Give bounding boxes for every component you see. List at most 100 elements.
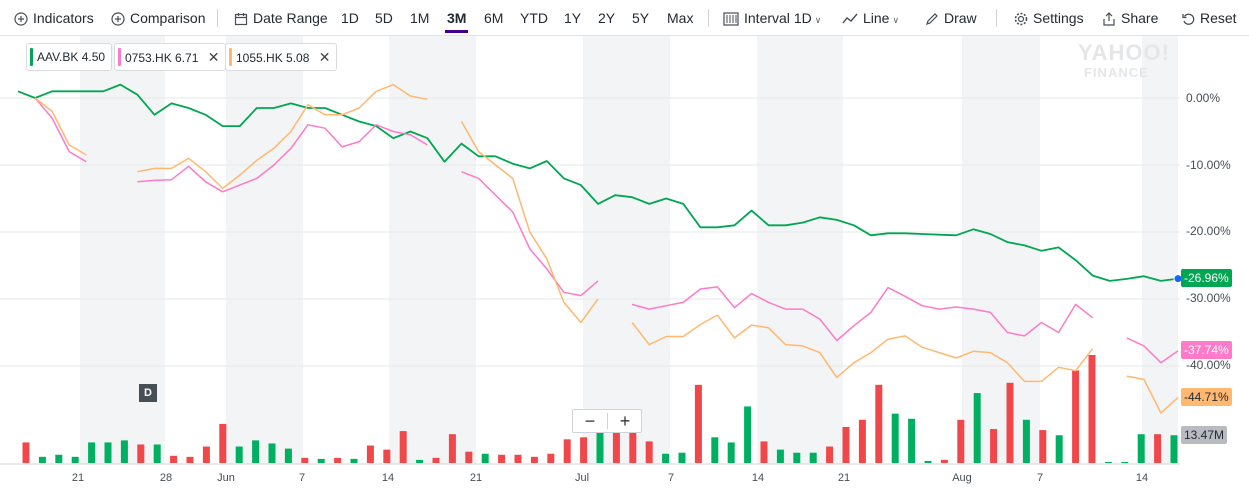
volume-bar: [776, 449, 784, 463]
x-tick-label: 7: [667, 472, 675, 484]
range-1y[interactable]: 1Y: [564, 10, 582, 26]
volume-bar: [22, 442, 30, 463]
comparison-chart[interactable]: [0, 36, 1249, 466]
volume-bar: [514, 454, 522, 463]
legend-value: 5.08: [286, 51, 310, 65]
volume-bar: [1088, 355, 1096, 463]
series-color-swatch: [118, 48, 121, 66]
legend-symbol: AAV.BK: [37, 50, 79, 64]
chart-type-label: Line: [863, 10, 890, 26]
volume-bar: [711, 437, 719, 463]
volume-bar: [760, 441, 768, 463]
volume-bar: [104, 442, 112, 463]
x-tick-label: 7: [298, 472, 306, 484]
remove-series-close-icon[interactable]: ✕: [207, 49, 220, 65]
date-range-button[interactable]: Date Range: [234, 0, 328, 36]
volume-bar: [530, 456, 538, 463]
zoom-out-button[interactable]: −: [584, 411, 596, 431]
y-tick-label: -30.00%: [1186, 291, 1231, 305]
volume-bar: [793, 452, 801, 463]
volume-bar: [727, 442, 735, 463]
volume-bar: [301, 457, 309, 463]
plus-circle-icon: [111, 12, 125, 26]
volume-bar: [1137, 434, 1145, 463]
chart-toolbar: Indicators Comparison Date Range 1D 5D 1…: [0, 0, 1249, 36]
volume-bars: [22, 355, 1178, 463]
share-label: Share: [1121, 10, 1159, 26]
week-band: [757, 36, 843, 464]
last-value-badge-0753: -37.74%: [1181, 341, 1232, 359]
range-3m[interactable]: 3M: [444, 0, 469, 36]
volume-bar: [678, 452, 686, 463]
volume-bar: [1121, 461, 1129, 463]
x-tick-label: 21: [837, 472, 851, 484]
week-band: [389, 36, 476, 464]
volume-bar: [645, 441, 653, 463]
x-tick-label: 21: [71, 472, 85, 484]
draw-button[interactable]: Draw: [925, 0, 977, 36]
range-5y[interactable]: 5Y: [632, 10, 650, 26]
indicators-button[interactable]: Indicators: [14, 0, 94, 36]
legend-chip-0753[interactable]: 0753.HK 6.71 ✕: [114, 43, 227, 71]
week-band: [226, 36, 303, 464]
settings-button[interactable]: Settings: [1014, 0, 1084, 36]
range-ytd[interactable]: YTD: [520, 10, 548, 26]
x-tick-label: 14: [381, 472, 395, 484]
week-band: [583, 36, 670, 464]
range-2y[interactable]: 2Y: [598, 10, 616, 26]
series-color-swatch: [229, 48, 232, 66]
range-1m[interactable]: 1M: [410, 10, 430, 26]
dividends-marker-button[interactable]: D: [139, 384, 157, 402]
volume-bar: [957, 419, 965, 463]
volume-bar: [596, 431, 604, 463]
chart-type-dropdown[interactable]: Line ∨: [842, 0, 899, 36]
share-button[interactable]: Share: [1102, 0, 1158, 36]
x-tick-label: 28: [159, 472, 173, 484]
series-color-swatch: [30, 48, 33, 66]
volume-bar: [629, 430, 637, 463]
last-value-badge-1055: -44.71%: [1181, 388, 1232, 406]
volume-bar: [1104, 461, 1112, 463]
volume-bar: [153, 444, 161, 463]
series-line-AAV.BK: [17, 83, 1179, 282]
volume-bar: [809, 452, 817, 463]
volume-badge: 13.47M: [1181, 426, 1228, 444]
zoom-in-button[interactable]: +: [619, 411, 631, 431]
volume-bar: [448, 434, 456, 463]
last-value-badge-aav: -26.96%: [1181, 269, 1232, 287]
remove-series-close-icon[interactable]: ✕: [318, 49, 331, 65]
volume-bar: [334, 457, 342, 463]
volume-bar: [186, 456, 194, 463]
volume-bar: [744, 406, 752, 463]
volume-bar: [399, 431, 407, 463]
series-lines: [17, 83, 1179, 414]
volume-bar: [547, 453, 555, 463]
chevron-down-icon: ∨: [892, 15, 900, 25]
volume-bar: [1154, 434, 1162, 463]
volume-bar: [202, 446, 210, 463]
legend-chip-aav[interactable]: AAV.BK 4.50: [26, 43, 113, 71]
volume-bar: [170, 455, 178, 463]
y-tick-label: -10.00%: [1186, 158, 1231, 172]
range-1d[interactable]: 1D: [341, 10, 359, 26]
x-tick-label: Aug: [952, 472, 972, 484]
volume-bar: [38, 456, 46, 463]
interval-dropdown[interactable]: Interval 1D ∨: [723, 0, 821, 36]
volume-bar: [55, 454, 63, 463]
volume-bar: [383, 449, 391, 463]
volume-bar: [1022, 419, 1030, 463]
comparison-button[interactable]: Comparison: [111, 0, 205, 36]
range-5d[interactable]: 5D: [375, 10, 393, 26]
y-tick-label: 0.00%: [1186, 91, 1221, 105]
toolbar-divider: [708, 9, 709, 27]
gear-icon: [1014, 12, 1028, 26]
series-line-1055.HK: [34, 83, 1179, 414]
reset-button[interactable]: Reset: [1181, 0, 1237, 36]
legend-chip-1055[interactable]: 1055.HK 5.08 ✕: [225, 43, 338, 71]
range-max[interactable]: Max: [667, 10, 694, 26]
week-band: [962, 36, 1040, 464]
volume-bar: [1039, 430, 1047, 463]
range-6m[interactable]: 6M: [484, 10, 504, 26]
x-tick-label: 7: [1036, 472, 1044, 484]
volume-bar: [1055, 435, 1063, 463]
